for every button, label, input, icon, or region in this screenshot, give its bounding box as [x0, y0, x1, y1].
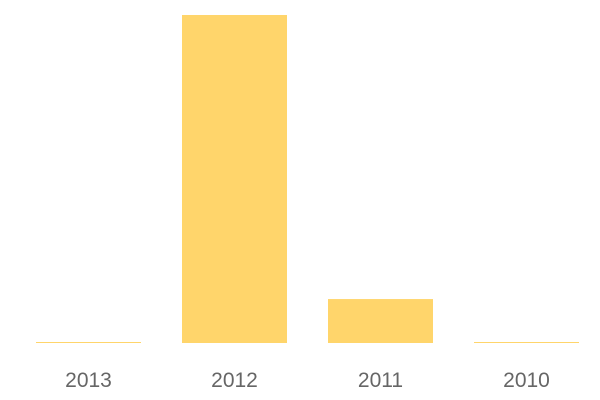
bar-2012	[182, 15, 287, 343]
x-tick-label: 2010	[503, 369, 550, 392]
x-tick-label: 2011	[358, 369, 403, 392]
bar-2010	[474, 342, 579, 343]
x-tick-label: 2013	[65, 369, 112, 392]
bar-2011	[328, 299, 433, 343]
bar-2013	[36, 342, 141, 343]
x-tick-label: 2012	[211, 369, 258, 392]
